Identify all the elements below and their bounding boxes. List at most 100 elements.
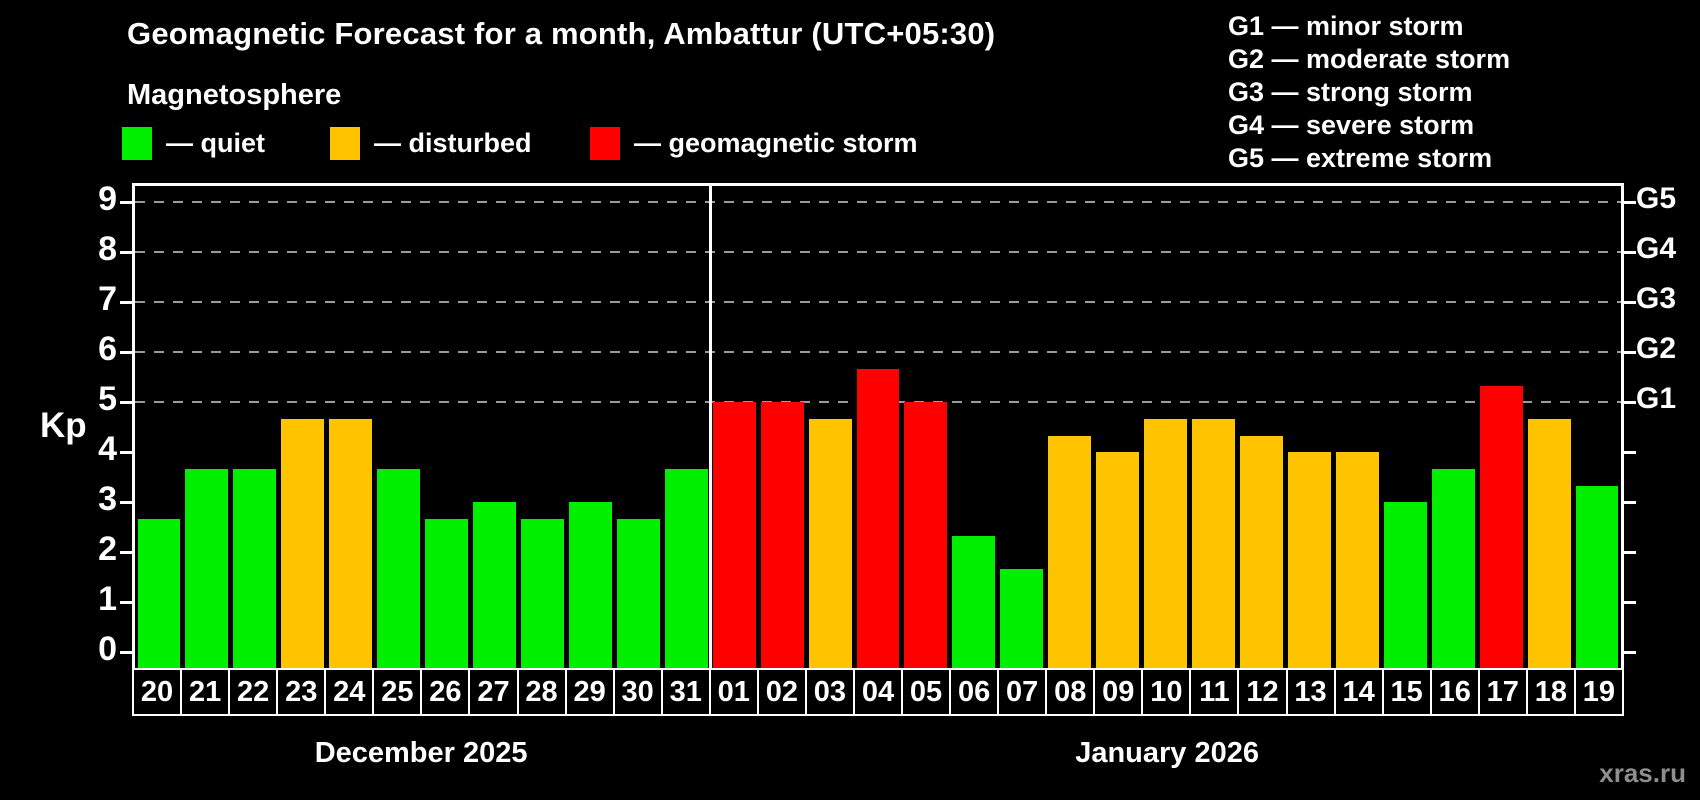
day-label-jan-01: 01 xyxy=(711,670,759,714)
day-label-jan-03: 03 xyxy=(807,670,855,714)
y-tick-label-0: 0 xyxy=(98,630,117,668)
legend-swatch-disturbed-icon xyxy=(330,127,360,160)
bar-dec-22 xyxy=(233,468,277,668)
day-label-jan-06: 06 xyxy=(951,670,1000,714)
bar-jan-06 xyxy=(952,535,996,668)
bar-jan-13 xyxy=(1287,452,1331,668)
y-axis-tick-left xyxy=(120,350,132,354)
legend-swatch-quiet-icon xyxy=(122,127,152,160)
y-axis-tick-right xyxy=(1624,600,1636,604)
storm-scale-item: G5 — extreme storm xyxy=(1228,143,1493,173)
gridline-kp9 xyxy=(135,201,1621,203)
bar-dec-21 xyxy=(185,468,229,668)
bar-jan-10 xyxy=(1144,418,1188,668)
bar-dec-26 xyxy=(425,518,469,668)
day-label-dec-28: 28 xyxy=(519,670,567,714)
y-tick-label-2: 2 xyxy=(98,530,117,568)
bar-jan-15 xyxy=(1383,502,1427,668)
bar-jan-03 xyxy=(808,418,852,668)
bar-dec-20 xyxy=(137,518,181,668)
y-axis-tick-left xyxy=(120,650,132,654)
day-label-jan-07: 07 xyxy=(999,670,1048,714)
y-axis-tick-left xyxy=(120,550,132,554)
right-axis-label-g3: G3 xyxy=(1636,282,1677,315)
day-label-dec-20: 20 xyxy=(134,670,183,714)
y-tick-label-3: 3 xyxy=(98,480,117,518)
y-axis-tick-right xyxy=(1624,200,1636,204)
y-axis-tick-right xyxy=(1624,500,1636,504)
month-label-january: January 2026 xyxy=(1075,737,1259,769)
day-label-dec-26: 26 xyxy=(422,670,471,714)
legend-item-storm: — geomagnetic storm xyxy=(590,127,918,160)
y-tick-label-9: 9 xyxy=(98,180,117,218)
watermark: xras.ru xyxy=(1599,758,1686,788)
day-axis: 20 21 22 23 24 25 26 27 28 29 30 31 01 02 03 04 05 06 07 08… xyxy=(132,668,1624,716)
day-label-dec-29: 29 xyxy=(567,670,615,714)
bar-dec-29 xyxy=(568,502,612,668)
day-label-jan-16: 16 xyxy=(1432,670,1480,714)
day-label-dec-31: 31 xyxy=(663,670,711,714)
y-axis-tick-left xyxy=(120,300,132,304)
y-axis-tick-right xyxy=(1624,350,1636,354)
storm-scale-item: G2 — moderate storm xyxy=(1228,44,1511,74)
bar-dec-25 xyxy=(377,468,421,668)
bar-dec-24 xyxy=(329,418,373,668)
day-label-jan-14: 14 xyxy=(1336,670,1384,714)
y-tick-label-8: 8 xyxy=(98,230,117,268)
y-axis-tick-left xyxy=(120,250,132,254)
bar-jan-02 xyxy=(760,402,804,668)
y-tick-label-4: 4 xyxy=(98,430,117,468)
day-label-jan-17: 17 xyxy=(1480,670,1528,714)
bar-dec-28 xyxy=(520,518,564,668)
legend-item-disturbed: — disturbed xyxy=(330,127,532,160)
y-axis-tick-right xyxy=(1624,250,1636,254)
day-label-jan-08: 08 xyxy=(1047,670,1096,714)
legend-swatch-storm-icon xyxy=(590,127,620,160)
bar-dec-23 xyxy=(281,418,325,668)
right-axis-label-g4: G4 xyxy=(1636,232,1677,265)
day-label-jan-18: 18 xyxy=(1528,670,1576,714)
bar-jan-18 xyxy=(1527,418,1571,668)
day-label-jan-02: 02 xyxy=(759,670,807,714)
y-axis-tick-right xyxy=(1624,550,1636,554)
y-axis-tick-left xyxy=(120,600,132,604)
bar-jan-12 xyxy=(1240,435,1283,668)
storm-scale-item: G3 — strong storm xyxy=(1228,77,1473,107)
day-label-jan-13: 13 xyxy=(1288,670,1336,714)
y-tick-label-5: 5 xyxy=(98,380,117,418)
y-tick-label-1: 1 xyxy=(98,580,117,618)
bar-jan-14 xyxy=(1335,452,1379,668)
gridline-kp6 xyxy=(135,351,1621,353)
y-axis-tick-right xyxy=(1624,300,1636,304)
legend-label-quiet: — quiet xyxy=(166,128,265,158)
gridline-kp7 xyxy=(135,301,1621,303)
bar-dec-30 xyxy=(616,518,660,668)
y-tick-label-6: 6 xyxy=(98,330,117,368)
chart-title: Geomagnetic Forecast for a month, Ambatt… xyxy=(127,16,996,51)
bar-jan-17 xyxy=(1479,385,1523,668)
day-label-dec-24: 24 xyxy=(326,670,375,714)
day-label-jan-10: 10 xyxy=(1143,670,1192,714)
bar-jan-05 xyxy=(904,402,948,668)
day-label-jan-11: 11 xyxy=(1191,670,1240,714)
day-label-jan-15: 15 xyxy=(1384,670,1432,714)
day-label-dec-23: 23 xyxy=(278,670,327,714)
bar-dec-31 xyxy=(664,468,708,668)
gridline-kp8 xyxy=(135,251,1621,253)
y-axis-tick-right xyxy=(1624,650,1636,654)
day-label-dec-21: 21 xyxy=(182,670,231,714)
y-axis-tick-right xyxy=(1624,400,1636,404)
day-label-dec-22: 22 xyxy=(230,670,279,714)
storm-scale-item: G4 — severe storm xyxy=(1228,110,1475,140)
right-axis-label-g2: G2 xyxy=(1636,332,1677,365)
right-axis-label-g1: G1 xyxy=(1636,382,1677,415)
bar-dec-27 xyxy=(473,502,516,668)
bar-jan-16 xyxy=(1431,468,1475,668)
month-label-december: December 2025 xyxy=(314,737,528,769)
y-axis-tick-left xyxy=(120,200,132,204)
right-axis-label-g5: G5 xyxy=(1636,182,1677,215)
y-axis-tick-left xyxy=(120,500,132,504)
month-separator-line xyxy=(708,186,712,668)
plot-area: 0 1 2 3 4 5 6 7 8 9 G1 G2 G3 G4 G5 xyxy=(98,180,1676,668)
bar-jan-09 xyxy=(1096,452,1140,668)
